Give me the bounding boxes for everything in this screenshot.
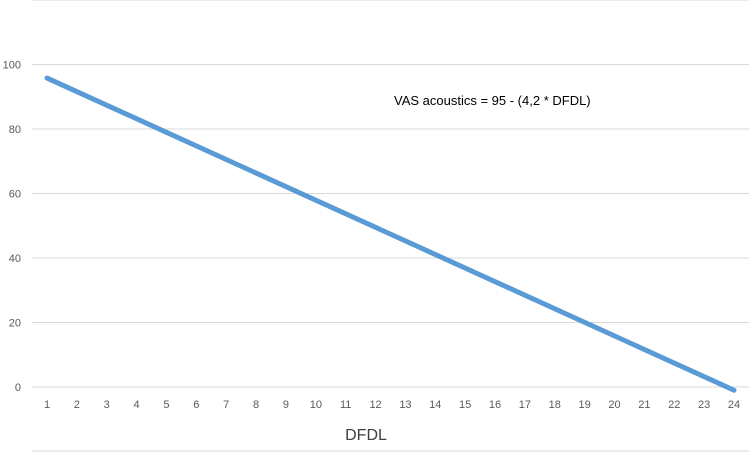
y-tick-label: 100 — [3, 60, 21, 72]
x-tick-label: 16 — [489, 399, 501, 411]
x-tick-label: 15 — [459, 399, 471, 411]
x-tick-label: 19 — [579, 399, 591, 411]
x-tick-label: 11 — [340, 399, 351, 411]
x-axis-tick-labels: 1 2 3 4 5 6 7 8 9 10 11 12 13 14 15 16 17 18 19 20 21 22 23 24 — [44, 399, 740, 411]
x-tick-label: 21 — [638, 399, 650, 411]
x-tick-label: 14 — [429, 399, 441, 411]
y-tick-label: 40 — [9, 253, 21, 265]
x-tick-label: 23 — [698, 399, 710, 411]
x-tick-label: 17 — [519, 399, 531, 411]
grid-lines — [32, 0, 749, 452]
x-tick-label: 20 — [608, 399, 620, 411]
x-tick-label: 1 — [44, 399, 50, 411]
x-tick-label: 6 — [193, 399, 199, 411]
y-tick-label: 80 — [9, 124, 21, 136]
x-tick-label: 8 — [253, 399, 259, 411]
x-axis-label: DFDL — [345, 427, 387, 444]
x-tick-label: 13 — [399, 399, 411, 411]
x-tick-label: 4 — [134, 399, 140, 411]
x-tick-label: 5 — [163, 399, 169, 411]
y-tick-label: 20 — [9, 318, 21, 330]
x-tick-label: 3 — [104, 399, 110, 411]
y-tick-label: 60 — [9, 189, 21, 201]
x-tick-label: 18 — [549, 399, 561, 411]
x-tick-label: 9 — [283, 399, 289, 411]
equation-annotation: VAS acoustics = 95 - (4,2 * DFDL) — [394, 93, 591, 108]
x-tick-label: 2 — [74, 399, 80, 411]
x-tick-label: 10 — [310, 399, 322, 411]
x-tick-label: 7 — [223, 399, 229, 411]
series-line — [44, 75, 737, 393]
x-tick-label: 12 — [369, 399, 381, 411]
x-tick-label: 24 — [728, 399, 740, 411]
y-axis-tick-labels: 0 20 40 60 80 100 — [3, 60, 21, 395]
y-tick-label: 0 — [15, 382, 21, 394]
x-tick-label: 22 — [668, 399, 680, 411]
